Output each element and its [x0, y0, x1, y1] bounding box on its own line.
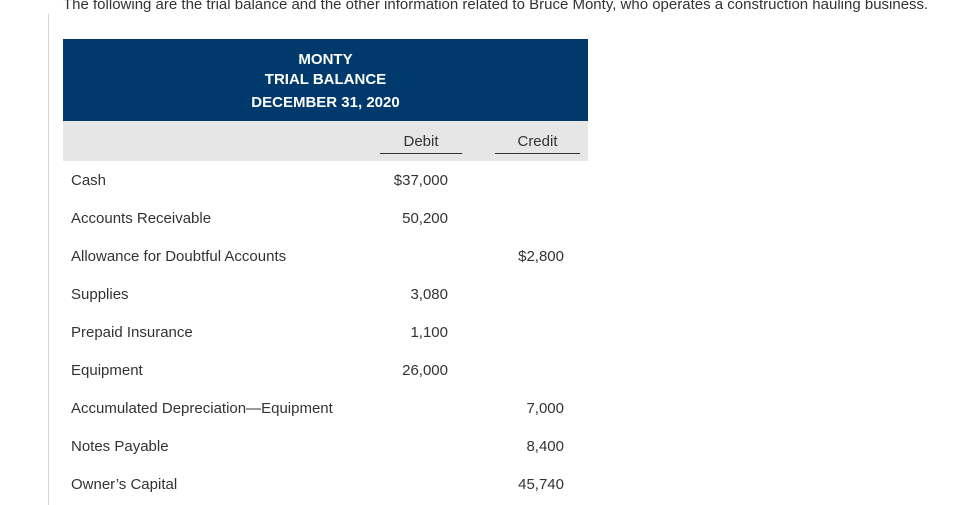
- credit-value: 45,740: [518, 476, 564, 493]
- statement-date: DECEMBER 31, 2020: [251, 94, 400, 111]
- credit-value: 8,400: [526, 438, 564, 455]
- table-row: Accumulated Depreciation—Equipment 7,000: [63, 389, 588, 427]
- debit-header-underline: [380, 153, 462, 154]
- table-header: MONTY TRIAL BALANCE DECEMBER 31, 2020: [63, 39, 588, 121]
- table-row: Owner’s Capital 45,740: [63, 465, 588, 503]
- debit-value: $37,000: [393, 172, 448, 189]
- account-name: Equipment: [71, 362, 143, 379]
- account-name: Notes Payable: [71, 438, 169, 455]
- trial-balance-table: MONTY TRIAL BALANCE DECEMBER 31, 2020 De…: [63, 39, 588, 503]
- credit-column-header: Credit: [517, 133, 558, 150]
- account-name: Cash: [71, 172, 107, 189]
- debit-value: 26,000: [402, 362, 448, 379]
- account-name: Owner’s Capital: [71, 476, 178, 493]
- table-row: Accounts Receivable 50,200: [63, 199, 588, 237]
- left-divider: [48, 14, 49, 505]
- column-headers: Debit Credit: [63, 121, 588, 161]
- account-name: Allowance for Doubtful Accounts: [71, 248, 287, 265]
- table-row: Cash $37,000: [63, 161, 588, 199]
- account-name: Accumulated Depreciation—Equipment: [71, 400, 333, 417]
- debit-value: 50,200: [402, 210, 448, 227]
- table-row: Notes Payable 8,400: [63, 427, 588, 465]
- account-name: Supplies: [71, 286, 129, 303]
- statement-title: TRIAL BALANCE: [264, 71, 387, 88]
- table-row: Equipment 26,000: [63, 351, 588, 389]
- credit-header-underline: [495, 153, 580, 154]
- debit-value: 3,080: [410, 286, 448, 303]
- table-row: Prepaid Insurance 1,100: [63, 313, 588, 351]
- table-row: Supplies 3,080: [63, 275, 588, 313]
- credit-value: 7,000: [526, 400, 564, 417]
- credit-value: $2,800: [518, 248, 564, 265]
- company-name: MONTY: [298, 51, 353, 68]
- table-body: Cash $37,000 Accounts Receivable 50,200 …: [63, 161, 588, 503]
- account-name: Prepaid Insurance: [71, 324, 193, 341]
- debit-column-header: Debit: [403, 133, 439, 150]
- account-name: Accounts Receivable: [71, 210, 212, 227]
- intro-text: The following are the trial balance and …: [63, 0, 929, 13]
- debit-value: 1,100: [410, 324, 448, 341]
- table-row: Allowance for Doubtful Accounts $2,800: [63, 237, 588, 275]
